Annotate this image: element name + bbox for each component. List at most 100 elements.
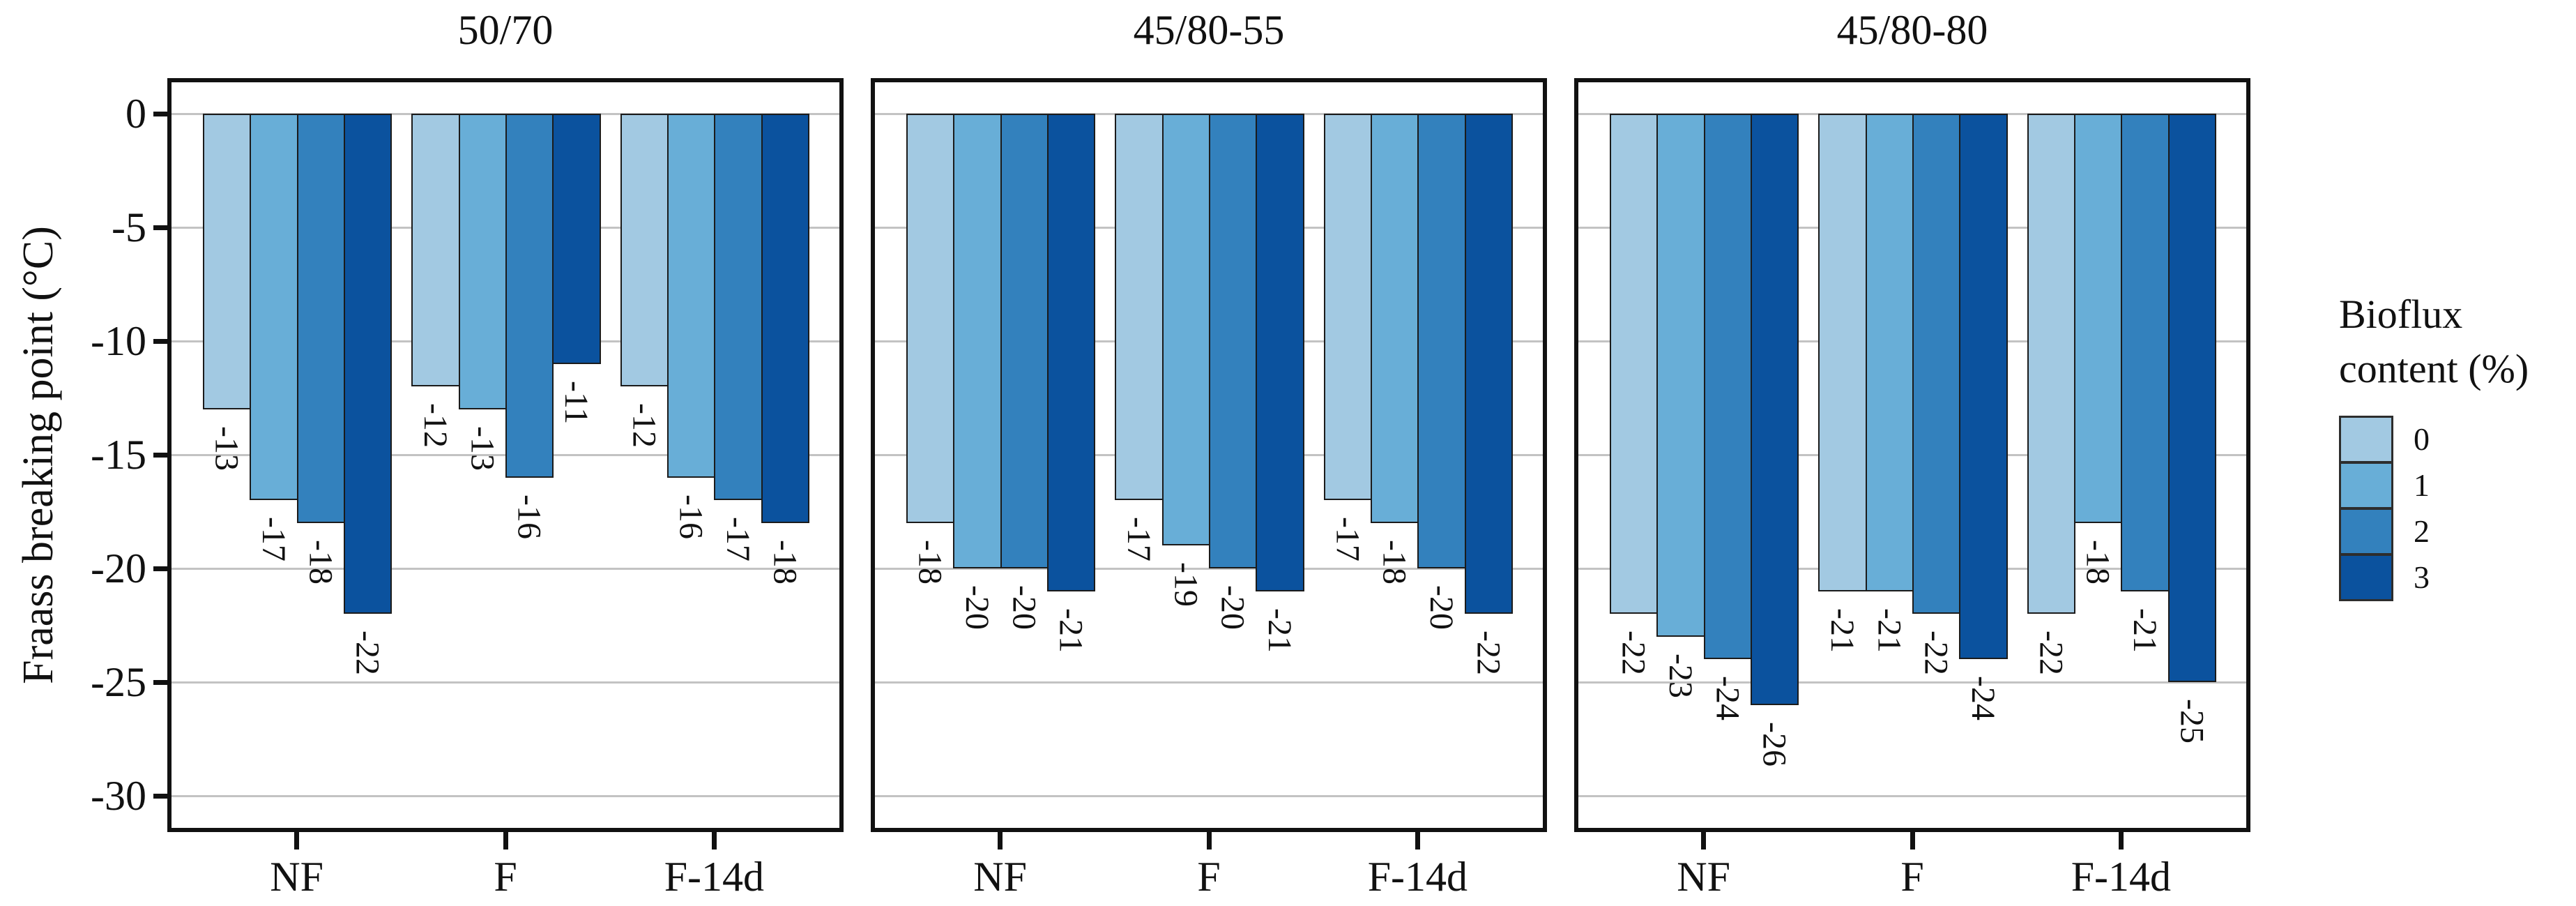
bar <box>1417 114 1466 568</box>
bar-value-label: -24 <box>1709 676 1746 721</box>
legend-entry-label: 1 <box>2414 467 2430 503</box>
bar <box>2027 114 2076 614</box>
bar <box>411 114 460 387</box>
panel-title: 45/80-55 <box>1133 7 1285 53</box>
bar <box>458 114 507 409</box>
bar-value-label: -22 <box>2032 631 2070 676</box>
x-axis-tick <box>294 832 300 850</box>
bar <box>505 114 554 478</box>
legend-entry-label: 3 <box>2414 559 2430 595</box>
bar-value-label: -17 <box>254 517 292 562</box>
bar-value-label: -18 <box>302 539 340 584</box>
x-axis-tick <box>711 832 717 850</box>
bar-value-label: -18 <box>2079 539 2117 584</box>
y-axis-tick <box>153 112 172 116</box>
bar <box>202 114 252 409</box>
bar <box>1209 114 1258 568</box>
bar <box>620 114 669 387</box>
bar-value-label: -23 <box>1661 653 1699 698</box>
bar <box>1750 114 1799 705</box>
x-category-label: NF <box>270 854 323 900</box>
bar-value-label: -18 <box>911 539 949 584</box>
panel-title: 45/80-80 <box>1836 7 1988 53</box>
bar-value-label: -22 <box>1615 631 1652 676</box>
bar <box>296 114 345 523</box>
bar <box>1371 114 1419 523</box>
bar-value-label: -19 <box>1167 562 1205 607</box>
bar-value-label: -22 <box>1470 631 1507 676</box>
legend-swatch <box>2339 462 2393 509</box>
bar-value-label: -24 <box>1965 676 2002 721</box>
bar-value-label: -22 <box>1917 631 1955 676</box>
bar <box>1000 114 1049 568</box>
legend-swatch <box>2339 554 2393 601</box>
bar-value-label: -20 <box>1005 585 1043 630</box>
gridline <box>875 795 1543 797</box>
gridline <box>875 681 1543 684</box>
bar-value-label: -18 <box>1375 539 1413 584</box>
y-axis-tick <box>153 566 172 571</box>
bar <box>1912 114 1961 614</box>
bar-value-label: -16 <box>510 494 548 539</box>
y-axis-tick <box>153 339 172 344</box>
bar-value-label: -17 <box>1329 517 1366 562</box>
legend-swatch <box>2339 508 2393 555</box>
x-axis-tick <box>503 832 508 850</box>
bar-value-label: -18 <box>766 539 804 584</box>
y-axis-tick <box>153 225 172 230</box>
bar <box>1161 114 1210 546</box>
legend-title: Bioflux content (%) <box>2339 287 2529 396</box>
y-axis-tick-label: -20 <box>91 545 146 591</box>
y-axis-tick <box>153 453 172 458</box>
bar <box>1609 114 1659 614</box>
bar <box>1818 114 1867 591</box>
bar-value-label: -11 <box>558 380 595 424</box>
bar-value-label: -21 <box>2126 607 2164 653</box>
legend-swatch <box>2339 416 2393 463</box>
bar-value-label: -13 <box>208 425 245 471</box>
bar <box>906 114 955 523</box>
bar <box>1464 114 1514 614</box>
bar <box>1959 114 2008 660</box>
x-category-label: F-14d <box>664 854 765 900</box>
panel-title: 50/70 <box>457 7 554 53</box>
y-axis-tick-label: -5 <box>112 204 146 250</box>
bar <box>250 114 298 501</box>
gridline <box>172 795 839 797</box>
legend-title-line-1: Bioflux <box>2339 292 2463 337</box>
gridline <box>172 568 839 570</box>
bar <box>714 114 763 501</box>
bar-value-label: -13 <box>464 425 501 471</box>
x-category-label: NF <box>1677 854 1730 900</box>
x-axis-tick <box>1910 832 1915 850</box>
bar-value-label: -21 <box>1870 607 1908 653</box>
bar <box>2121 114 2170 591</box>
y-axis-tick-label: 0 <box>125 91 146 137</box>
bar-value-label: -17 <box>719 517 757 562</box>
bar-value-label: -12 <box>625 403 663 448</box>
bar <box>1703 114 1752 660</box>
bar <box>1256 114 1304 591</box>
bar-value-label: -21 <box>1261 607 1299 653</box>
bar <box>1865 114 1914 591</box>
y-axis-tick-label: -10 <box>91 318 146 364</box>
bar-value-label: -21 <box>1823 607 1861 653</box>
x-category-label: F <box>1900 854 1924 900</box>
y-axis-tick-label: -30 <box>91 773 146 819</box>
legend-entry-label: 2 <box>2414 513 2430 549</box>
x-axis-tick <box>2118 832 2124 850</box>
y-axis-tick <box>153 680 172 685</box>
bar <box>1046 114 1096 591</box>
bar-value-label: -21 <box>1052 607 1090 653</box>
bar <box>667 114 716 478</box>
x-axis-tick <box>1415 832 1420 850</box>
bar-value-label: -25 <box>2173 699 2211 743</box>
bar-value-label: -17 <box>1120 517 1157 562</box>
legend-entry-label: 0 <box>2414 421 2430 457</box>
x-category-label: F-14d <box>2071 854 2172 900</box>
x-axis-tick <box>998 832 1003 850</box>
bar-value-label: -20 <box>1423 585 1461 630</box>
bar <box>2074 114 2123 523</box>
bar <box>1323 114 1373 501</box>
